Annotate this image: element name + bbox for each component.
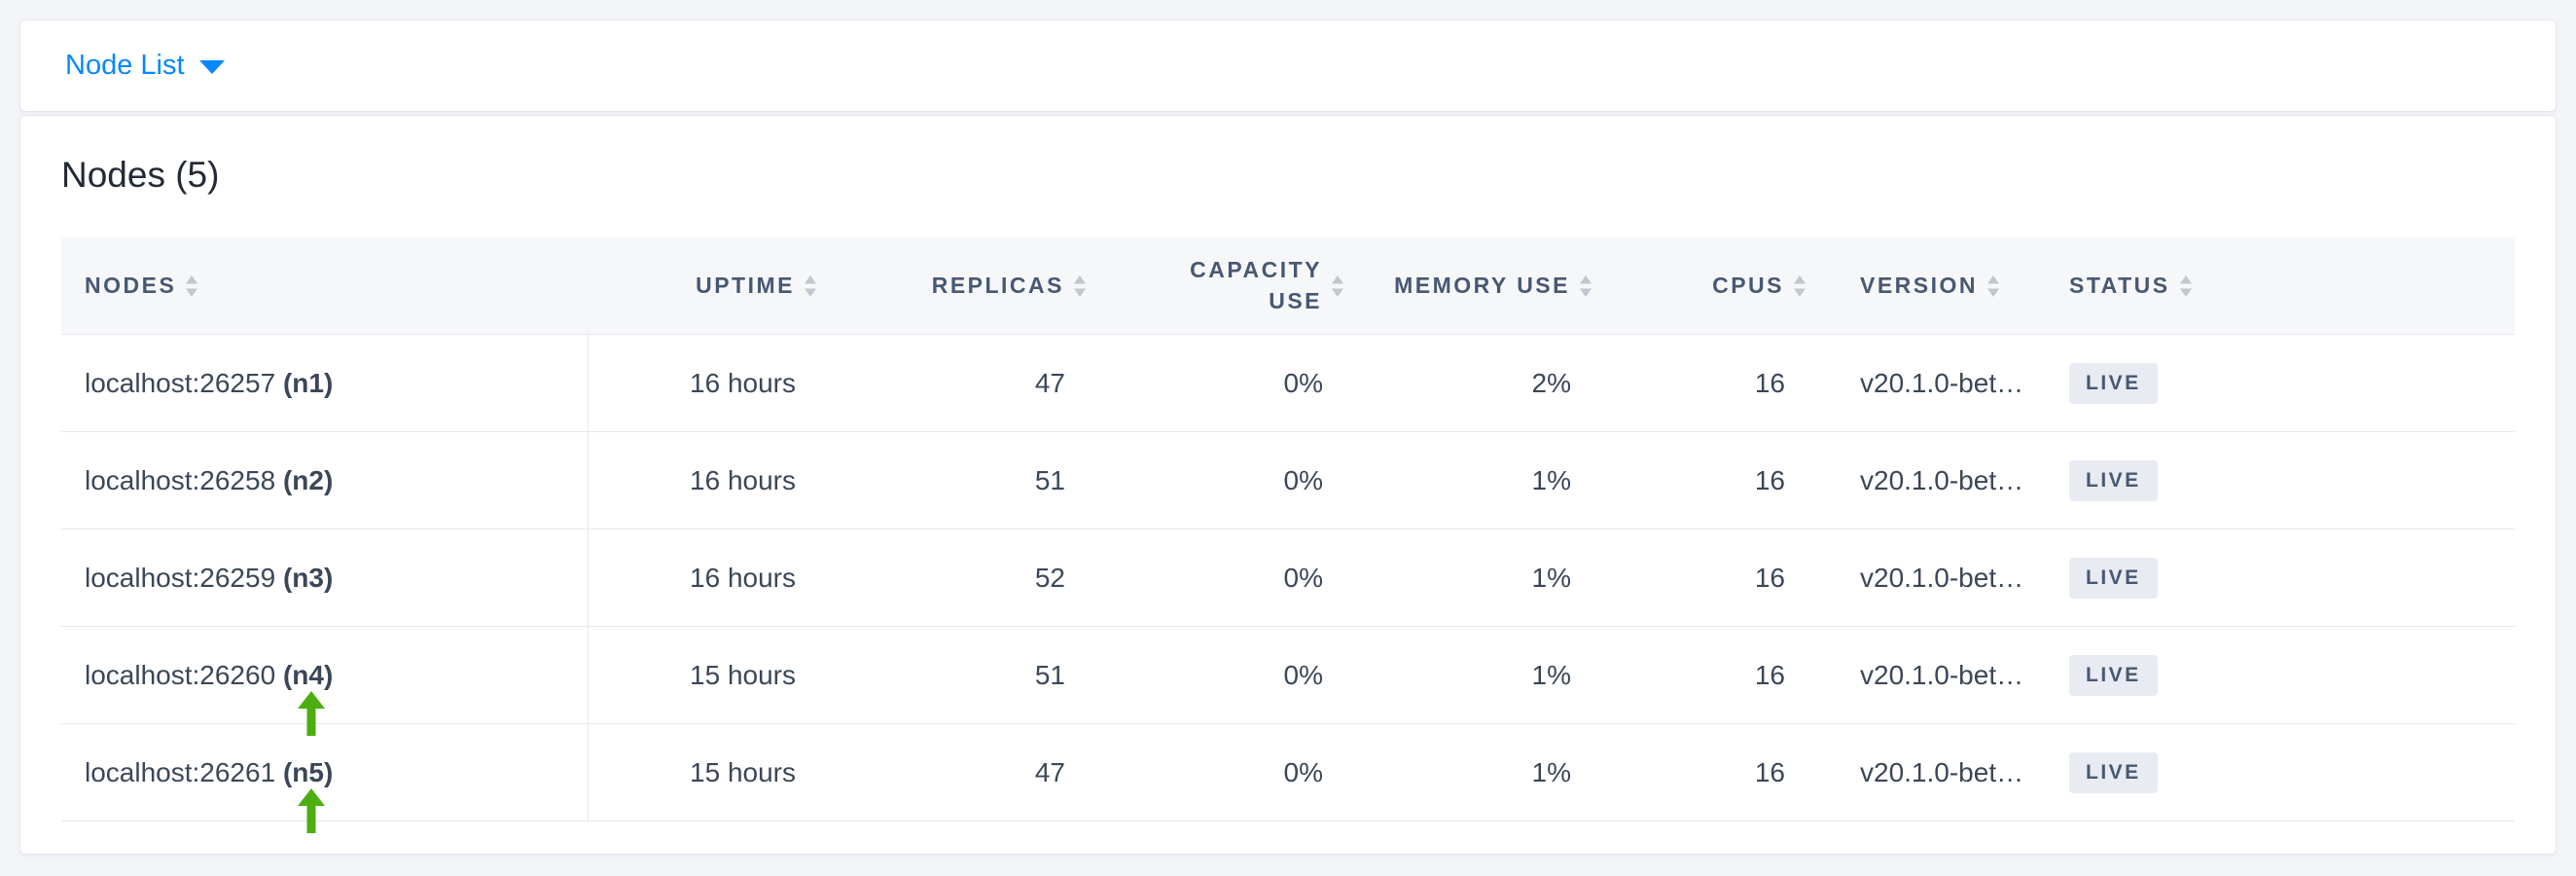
capacity-use-cell: 0% xyxy=(1096,724,1354,821)
cpus-cell: 16 xyxy=(1602,627,1816,724)
memory-use-cell: 1% xyxy=(1354,627,1602,724)
sort-icon xyxy=(1793,274,1807,297)
status-cell: LIVE xyxy=(2048,529,2515,627)
node-address-cell[interactable]: localhost:26258 (n2) xyxy=(61,432,589,529)
status-badge: LIVE xyxy=(2069,459,2158,501)
column-label: Uptime xyxy=(696,273,795,298)
column-label: Status xyxy=(2069,273,2170,298)
table-row: localhost:26261 (n5) 15 hours 47 0% 1% 16 v20.… xyxy=(61,724,2515,833)
capacity-use-cell: 0% xyxy=(1096,529,1354,627)
version-cell: v20.1.0-bet… xyxy=(1816,432,2048,529)
node-address: localhost:26261 xyxy=(85,756,276,787)
green-up-arrow-icon xyxy=(297,691,326,743)
cpus-cell: 16 xyxy=(1602,724,1816,821)
column-label: Nodes xyxy=(85,273,177,298)
replicas-cell: 51 xyxy=(827,627,1096,724)
node-address-cell[interactable]: localhost:26259 (n3) xyxy=(61,529,589,627)
table-row: localhost:26259 (n3) 16 hours 52 0% 1% 16 v20.… xyxy=(61,529,2515,627)
uptime-cell: 16 hours xyxy=(589,335,827,432)
table-body: localhost:26257 (n1) 16 hours 47 0% 2% 16 v20.… xyxy=(61,335,2515,833)
node-address-cell[interactable]: localhost:26257 (n1) xyxy=(61,335,589,432)
column-header-nodes[interactable]: Nodes xyxy=(61,237,589,335)
column-header-capacity[interactable]: Capacity Use xyxy=(1096,237,1354,335)
node-id: (n5) xyxy=(282,756,334,787)
sort-icon xyxy=(1986,274,2000,297)
table-row: localhost:26260 (n4) 15 hours 51 0% 1% 16 v20.… xyxy=(61,627,2515,736)
sort-icon xyxy=(804,274,817,297)
status-badge: LIVE xyxy=(2069,751,2158,793)
column-label: Capacity Use xyxy=(1190,257,1322,313)
sort-icon xyxy=(2179,274,2193,297)
node-id: (n3) xyxy=(282,562,334,593)
view-selector-label: Node List xyxy=(65,50,185,81)
sort-icon xyxy=(1331,274,1344,297)
table-header: Nodes Uptime Replicas Capacity Use Memory Us… xyxy=(61,237,2515,335)
memory-use-cell: 1% xyxy=(1354,724,1602,821)
sort-icon xyxy=(1579,274,1592,297)
memory-use-cell: 1% xyxy=(1354,529,1602,627)
status-cell: LIVE xyxy=(2048,724,2515,821)
status-cell: LIVE xyxy=(2048,432,2515,529)
column-header-cpus[interactable]: CPUs xyxy=(1602,237,1816,335)
nodes-table: Nodes Uptime Replicas Capacity Use Memory Us… xyxy=(61,237,2515,833)
uptime-cell: 16 hours xyxy=(589,432,827,529)
node-address-cell[interactable]: localhost:26260 (n4) xyxy=(61,627,589,736)
replicas-cell: 52 xyxy=(827,529,1096,627)
column-label: Version xyxy=(1860,273,1979,298)
column-header-uptime[interactable]: Uptime xyxy=(589,237,827,335)
cpus-cell: 16 xyxy=(1602,529,1816,627)
node-id: (n2) xyxy=(282,464,334,495)
version-cell: v20.1.0-bet… xyxy=(1816,724,2048,821)
green-up-arrow-icon xyxy=(297,788,326,840)
sort-icon xyxy=(185,274,198,297)
uptime-cell: 16 hours xyxy=(589,529,827,627)
column-header-status[interactable]: Status xyxy=(2048,237,2515,335)
replicas-cell: 47 xyxy=(827,335,1096,432)
memory-use-cell: 2% xyxy=(1354,335,1602,432)
memory-use-cell: 1% xyxy=(1354,432,1602,529)
table-row: localhost:26257 (n1) 16 hours 47 0% 2% 16 v20.… xyxy=(61,335,2515,432)
node-address: localhost:26257 xyxy=(85,367,276,398)
status-badge: LIVE xyxy=(2069,362,2158,404)
capacity-use-cell: 0% xyxy=(1096,627,1354,724)
page-title: Nodes (5) xyxy=(61,155,220,195)
column-label: CPUs xyxy=(1712,273,1784,298)
node-address: localhost:26258 xyxy=(85,464,276,495)
column-header-memory[interactable]: Memory Use xyxy=(1354,237,1602,335)
sort-icon xyxy=(1073,274,1087,297)
uptime-cell: 15 hours xyxy=(589,724,827,821)
node-address: localhost:26260 xyxy=(85,659,276,690)
version-cell: v20.1.0-bet… xyxy=(1816,335,2048,432)
node-address-cell[interactable]: localhost:26261 (n5) xyxy=(61,724,589,833)
column-header-replicas[interactable]: Replicas xyxy=(827,237,1096,335)
status-cell: LIVE xyxy=(2048,335,2515,432)
column-label: Memory Use xyxy=(1394,273,1570,298)
column-label: Replicas xyxy=(931,273,1064,298)
chevron-down-icon xyxy=(198,60,225,74)
nodes-card: Nodes (5) Nodes Uptime Replicas Capacity Us… xyxy=(19,115,2557,855)
node-address: localhost:26259 xyxy=(85,562,276,593)
replicas-cell: 47 xyxy=(827,724,1096,821)
replicas-cell: 51 xyxy=(827,432,1096,529)
cpus-cell: 16 xyxy=(1602,335,1816,432)
status-badge: LIVE xyxy=(2069,654,2158,696)
capacity-use-cell: 0% xyxy=(1096,432,1354,529)
column-header-version[interactable]: Version xyxy=(1816,237,2048,335)
node-id: (n1) xyxy=(282,367,334,398)
view-selector-dropdown[interactable]: Node List xyxy=(19,19,2557,112)
capacity-use-cell: 0% xyxy=(1096,335,1354,432)
version-cell: v20.1.0-bet… xyxy=(1816,529,2048,627)
table-row: localhost:26258 (n2) 16 hours 51 0% 1% 16 v20.… xyxy=(61,432,2515,529)
status-cell: LIVE xyxy=(2048,627,2515,724)
status-badge: LIVE xyxy=(2069,557,2158,599)
node-id: (n4) xyxy=(282,659,334,690)
version-cell: v20.1.0-bet… xyxy=(1816,627,2048,724)
cpus-cell: 16 xyxy=(1602,432,1816,529)
uptime-cell: 15 hours xyxy=(589,627,827,724)
